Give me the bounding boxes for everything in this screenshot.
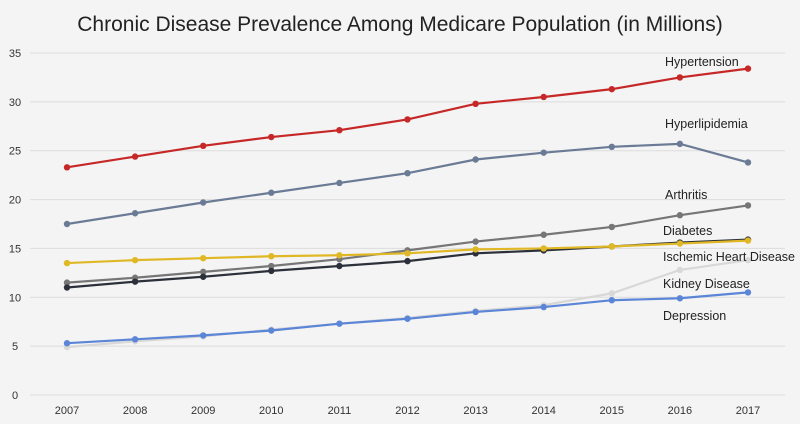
x-tick-label: 2011 <box>328 405 352 417</box>
data-point <box>744 256 752 264</box>
data-point <box>200 199 207 206</box>
series-depression <box>63 289 752 347</box>
data-point <box>200 268 207 276</box>
data-point <box>131 278 139 285</box>
data-point <box>63 164 71 171</box>
data-point <box>608 243 615 250</box>
data-point <box>608 290 615 297</box>
y-tick-label: 25 <box>9 146 21 158</box>
series-label: Diabetes <box>663 224 712 238</box>
x-tick-label: 2015 <box>600 405 624 417</box>
data-point <box>404 169 411 177</box>
data-point <box>268 133 275 141</box>
data-point <box>404 315 411 322</box>
data-point <box>676 212 684 219</box>
series-line <box>66 259 749 349</box>
data-point <box>131 210 139 217</box>
data-point <box>472 238 479 245</box>
data-point <box>404 116 411 123</box>
data-point <box>676 240 684 247</box>
chart-title: Chronic Disease Prevalence Among Medicar… <box>77 13 722 36</box>
x-tick-label: 2016 <box>668 405 692 417</box>
x-tick-label: 2007 <box>55 405 79 417</box>
data-point <box>63 284 71 291</box>
y-tick-label: 20 <box>9 195 21 207</box>
data-point <box>472 246 479 253</box>
data-point <box>472 308 479 316</box>
data-point <box>676 74 684 81</box>
series-label: Hypertension <box>665 55 739 69</box>
x-tick-label: 2014 <box>531 405 555 417</box>
data-point <box>744 159 752 166</box>
series-label: Arthritis <box>665 188 707 202</box>
data-point <box>131 336 139 343</box>
series-ischemic-heart-disease <box>63 237 752 267</box>
data-point <box>676 266 684 274</box>
data-point <box>540 231 547 238</box>
series-kidney-disease <box>63 256 752 351</box>
data-point <box>676 295 684 302</box>
data-point <box>268 189 275 196</box>
data-point <box>676 140 684 148</box>
data-point <box>268 262 275 270</box>
data-point <box>336 262 343 270</box>
series-label: Hyperlipidemia <box>665 117 748 131</box>
data-point <box>404 257 411 265</box>
data-point <box>404 250 411 257</box>
data-point <box>336 320 343 327</box>
data-point <box>608 85 615 93</box>
data-point <box>200 332 207 339</box>
x-tick-label: 2010 <box>259 405 283 417</box>
data-point <box>336 252 343 259</box>
data-point <box>63 259 71 267</box>
data-point <box>268 327 275 334</box>
data-point <box>336 179 343 187</box>
data-point <box>608 143 615 151</box>
data-point <box>63 279 71 286</box>
data-point <box>63 220 71 228</box>
y-tick-label: 15 <box>9 243 21 255</box>
data-point <box>200 142 207 150</box>
y-tick-label: 35 <box>9 48 21 60</box>
series-label: Kidney Disease <box>663 277 750 291</box>
x-tick-label: 2012 <box>395 405 419 417</box>
series-label: Depression <box>663 309 726 323</box>
y-tick-label: 5 <box>12 341 18 353</box>
data-point <box>540 93 547 101</box>
y-tick-label: 30 <box>9 97 21 109</box>
data-point <box>131 153 139 160</box>
data-point <box>540 303 547 311</box>
data-point <box>744 202 752 209</box>
data-point <box>744 237 752 244</box>
data-point <box>268 267 275 275</box>
series-line <box>66 142 749 226</box>
data-point <box>540 149 547 156</box>
data-point <box>540 245 547 252</box>
data-point <box>744 289 752 296</box>
data-point <box>200 273 207 280</box>
data-point <box>336 126 343 134</box>
data-point <box>608 223 615 231</box>
series-hyperlipidemia <box>63 140 752 228</box>
y-tick-label: 0 <box>12 390 18 402</box>
series-hypertension <box>63 65 752 171</box>
x-tick-label: 2013 <box>463 405 487 417</box>
data-point <box>744 65 752 72</box>
data-point <box>200 255 207 262</box>
data-point <box>608 297 615 304</box>
x-tick-label: 2017 <box>736 405 760 417</box>
data-point <box>131 256 139 264</box>
data-point <box>472 156 479 163</box>
data-point <box>472 100 479 108</box>
x-tick-label: 2009 <box>191 405 215 417</box>
data-point <box>63 340 71 347</box>
data-point <box>268 253 275 260</box>
y-tick-label: 10 <box>9 292 21 304</box>
series-label: Ischemic Heart Disease <box>663 250 795 264</box>
x-tick-label: 2008 <box>123 405 147 417</box>
